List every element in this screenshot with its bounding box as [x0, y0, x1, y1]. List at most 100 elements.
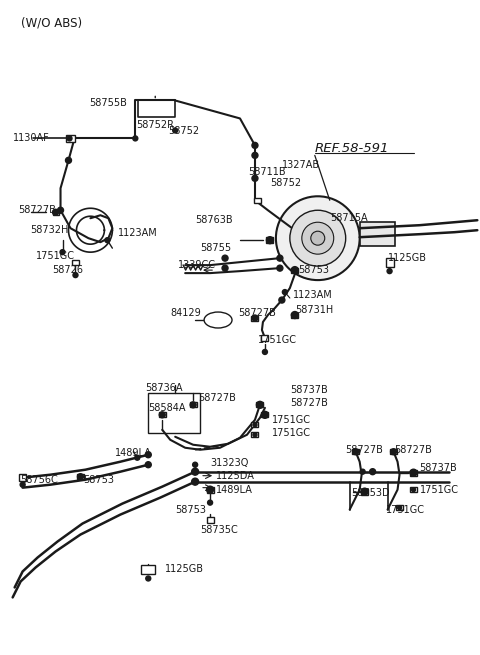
Text: 58727B: 58727B	[290, 398, 328, 408]
Text: 58752R: 58752R	[136, 121, 174, 130]
Text: 58756C: 58756C	[21, 475, 59, 485]
Circle shape	[207, 500, 213, 505]
Bar	[206, 487, 214, 493]
Circle shape	[361, 488, 368, 495]
Circle shape	[360, 469, 365, 474]
Circle shape	[20, 482, 25, 487]
Text: 58711B: 58711B	[248, 167, 286, 178]
Circle shape	[282, 290, 288, 295]
Text: 1125DA: 1125DA	[216, 471, 255, 481]
Circle shape	[411, 488, 416, 492]
Text: 58753: 58753	[84, 475, 114, 485]
Bar	[410, 470, 417, 476]
Text: 58755B: 58755B	[89, 98, 127, 109]
Circle shape	[135, 455, 140, 460]
Text: 58731H: 58731H	[295, 305, 333, 315]
Bar	[72, 259, 79, 265]
Circle shape	[145, 452, 151, 458]
Circle shape	[252, 176, 258, 181]
Text: 58735C: 58735C	[200, 525, 238, 534]
Circle shape	[192, 468, 199, 475]
Bar	[252, 316, 258, 320]
Circle shape	[252, 315, 258, 321]
Text: 1339CC: 1339CC	[178, 260, 216, 270]
Bar	[361, 489, 368, 495]
Bar	[52, 210, 59, 215]
Bar	[148, 393, 200, 433]
Bar	[360, 222, 395, 246]
Circle shape	[277, 265, 283, 271]
Circle shape	[52, 209, 59, 215]
Circle shape	[253, 433, 257, 437]
Text: 58584A: 58584A	[148, 403, 186, 413]
Text: 1489LA: 1489LA	[115, 448, 152, 458]
Bar	[141, 565, 155, 574]
Bar	[291, 268, 299, 272]
Text: 58727B: 58727B	[395, 445, 432, 455]
Circle shape	[73, 272, 78, 278]
Text: 58727B: 58727B	[19, 205, 57, 215]
Bar	[252, 432, 258, 438]
Text: 58755: 58755	[200, 243, 231, 253]
Text: 58753: 58753	[298, 265, 329, 275]
Circle shape	[256, 402, 264, 408]
Text: 1123AM: 1123AM	[293, 290, 333, 300]
Text: 1751GC: 1751GC	[272, 428, 311, 438]
Text: 1751GC: 1751GC	[36, 251, 74, 261]
Circle shape	[65, 157, 72, 163]
Circle shape	[192, 462, 198, 467]
Text: 1751GC: 1751GC	[258, 335, 297, 345]
Text: 58763B: 58763B	[195, 215, 233, 225]
Circle shape	[291, 267, 299, 274]
Ellipse shape	[204, 312, 232, 328]
Text: 1130AF: 1130AF	[12, 134, 49, 143]
Bar	[190, 402, 197, 407]
Circle shape	[173, 128, 178, 133]
Text: 1327AB: 1327AB	[282, 160, 320, 170]
Circle shape	[222, 265, 228, 271]
Circle shape	[311, 231, 325, 245]
Text: 58752: 58752	[168, 126, 199, 136]
Text: 58737B: 58737B	[290, 385, 328, 395]
Circle shape	[370, 469, 376, 475]
Bar	[77, 474, 84, 479]
Circle shape	[67, 136, 72, 141]
Circle shape	[266, 236, 274, 244]
Circle shape	[77, 474, 84, 479]
Bar	[266, 237, 274, 243]
Circle shape	[391, 449, 396, 455]
Circle shape	[60, 250, 65, 255]
Circle shape	[387, 269, 392, 274]
Circle shape	[353, 449, 359, 455]
Circle shape	[206, 486, 214, 493]
Text: 1489LA: 1489LA	[216, 485, 253, 495]
Bar	[159, 412, 166, 417]
Text: 1751GC: 1751GC	[420, 485, 458, 495]
Text: 58752: 58752	[270, 178, 301, 188]
Text: 58727B: 58727B	[238, 308, 276, 318]
Text: 1125GB: 1125GB	[165, 565, 204, 574]
Text: 58715A: 58715A	[330, 214, 367, 223]
Bar	[262, 335, 268, 341]
Text: REF.58-591: REF.58-591	[315, 142, 389, 155]
Circle shape	[263, 350, 267, 354]
Bar	[254, 198, 262, 203]
Bar	[385, 257, 394, 267]
Circle shape	[302, 222, 334, 254]
Circle shape	[58, 207, 63, 214]
Text: 58753D: 58753D	[352, 488, 390, 498]
Circle shape	[252, 142, 258, 149]
Circle shape	[276, 196, 360, 280]
Circle shape	[277, 255, 283, 261]
Bar	[396, 505, 403, 510]
Bar	[390, 449, 397, 454]
Text: 58727B: 58727B	[198, 393, 236, 403]
Bar	[262, 412, 268, 417]
Circle shape	[279, 297, 285, 303]
Bar	[66, 135, 75, 142]
Bar	[206, 517, 214, 523]
Text: 58726: 58726	[52, 265, 84, 275]
Circle shape	[410, 469, 417, 476]
Circle shape	[190, 402, 196, 408]
Text: 1751GC: 1751GC	[272, 415, 311, 425]
